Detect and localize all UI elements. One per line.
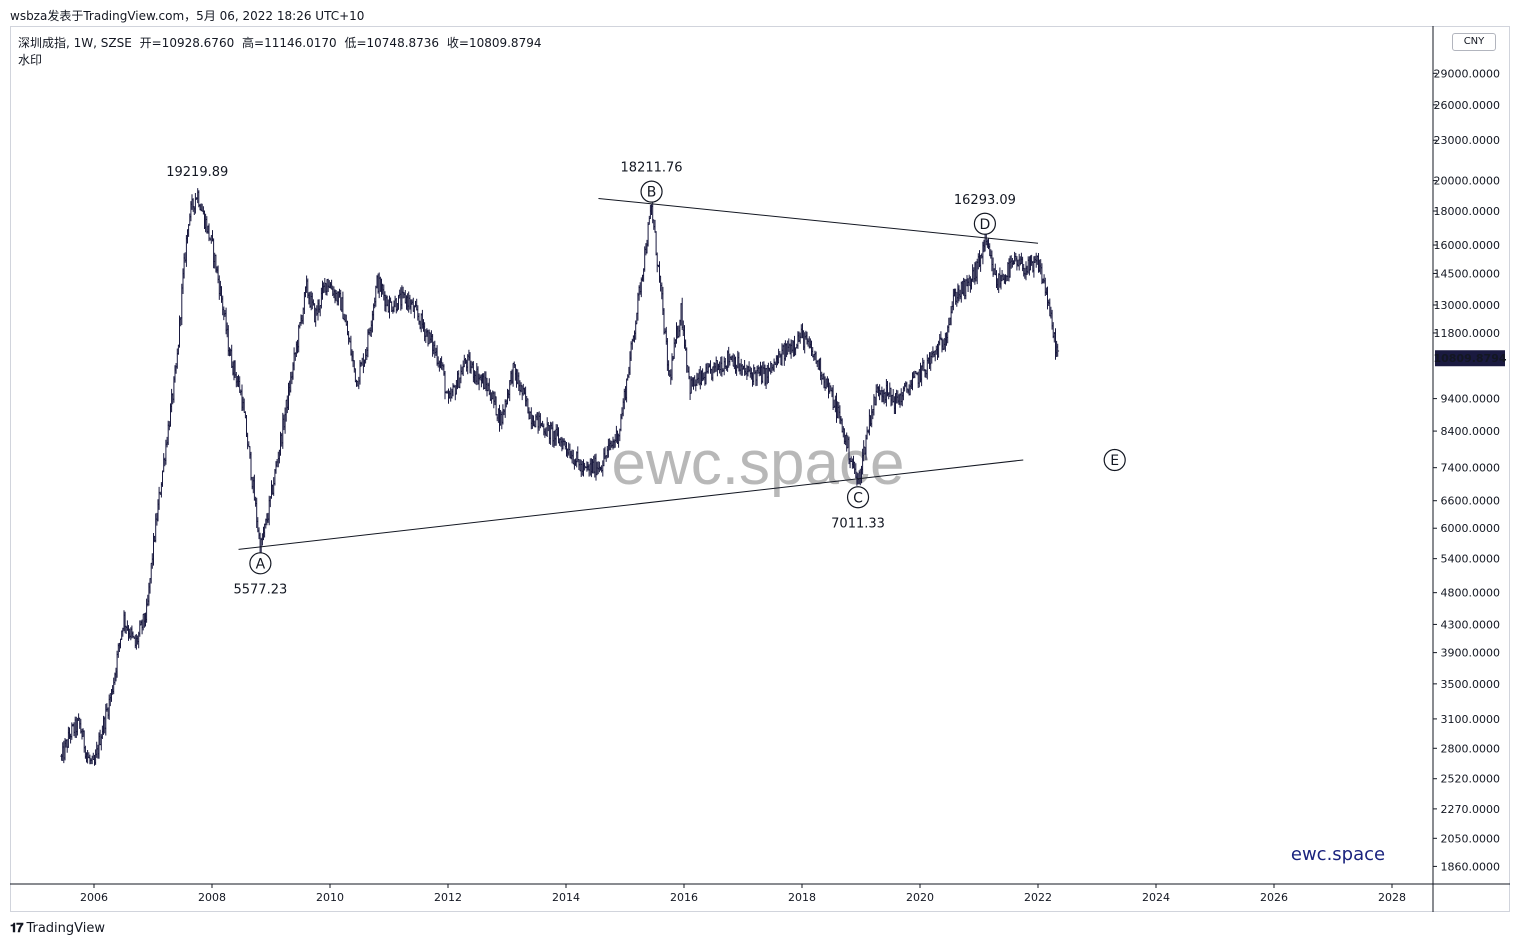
price-tick-label: 26000.0000 xyxy=(1434,99,1500,112)
price-tick-label: 29000.0000 xyxy=(1434,67,1500,80)
price-tick-label: 3900.0000 xyxy=(1441,647,1501,660)
weekly-bar xyxy=(161,470,164,487)
time-tick-label: 2024 xyxy=(1142,891,1170,904)
price-tick-label: 3100.0000 xyxy=(1441,713,1501,726)
chart-frame[interactable] xyxy=(10,26,1510,912)
price-tick-label: 16000.0000 xyxy=(1434,239,1500,252)
time-tick-label: 2008 xyxy=(198,891,226,904)
tradingview-logo-text: TradingView xyxy=(26,921,106,936)
price-annotation: 16293.09 xyxy=(954,193,1016,208)
wave-marker-a[interactable] xyxy=(249,552,272,575)
candle-series xyxy=(60,188,1060,766)
price-tick-label: 9400.0000 xyxy=(1441,393,1501,406)
tradingview-logo[interactable]: 𝟏𝟕 TradingView xyxy=(10,921,105,936)
watermark-indicator-label[interactable]: 水印 xyxy=(18,53,43,67)
trendline[interactable] xyxy=(598,197,1039,244)
high-value: 高=11146.0170 xyxy=(242,36,337,50)
time-tick-label: 2006 xyxy=(80,891,108,904)
price-tick-label: 11800.0000 xyxy=(1434,327,1500,340)
last-price-badge xyxy=(1435,350,1505,367)
tradingview-logo-icon: 𝟏𝟕 xyxy=(10,921,24,936)
close-value: 收=10809.8794 xyxy=(446,36,542,50)
wave-label-b: B xyxy=(647,185,657,201)
price-annotation: 5577.23 xyxy=(233,582,287,597)
price-annotation: 19219.89 xyxy=(166,165,228,180)
price-tick-label: 13000.0000 xyxy=(1434,299,1500,312)
wave-marker-e[interactable] xyxy=(1103,448,1126,472)
wave-label-d: D xyxy=(980,217,991,233)
price-tick-label: 1860.0000 xyxy=(1441,860,1501,873)
wave-label-a: A xyxy=(256,556,266,572)
weekly-bar xyxy=(654,231,658,256)
price-tick-label: 6000.0000 xyxy=(1441,522,1501,535)
open-value: 开=10928.6760 xyxy=(139,36,235,50)
wave-label-e: E xyxy=(1110,453,1119,469)
price-annotation: 7011.33 xyxy=(831,516,885,531)
price-tick-label: 5400.0000 xyxy=(1441,553,1501,566)
wave-label-c: C xyxy=(853,490,863,506)
price-tick-label: 4800.0000 xyxy=(1441,587,1501,600)
symbol-label[interactable]: 深圳成指, 1W, SZSE xyxy=(18,36,132,50)
time-tick-label: 2018 xyxy=(788,891,816,904)
last-price-label: 10809.8794 xyxy=(1433,352,1506,365)
price-tick-label: 2520.0000 xyxy=(1441,773,1501,786)
wave-marker-c[interactable] xyxy=(846,486,870,509)
price-tick-label: 2050.0000 xyxy=(1441,832,1501,845)
time-tick-label: 2014 xyxy=(552,891,580,904)
currency-button[interactable]: CNY xyxy=(1452,33,1496,51)
wave-marker-b[interactable] xyxy=(640,180,663,203)
price-tick-label: 3500.0000 xyxy=(1441,678,1501,691)
time-tick-label: 2012 xyxy=(434,891,462,904)
weekly-bar xyxy=(1056,343,1060,357)
price-tick-label: 2800.0000 xyxy=(1441,742,1501,755)
brand-link[interactable]: ewc.space xyxy=(1291,844,1385,865)
price-tick-label: 7400.0000 xyxy=(1441,462,1501,475)
price-tick-label: 14500.0000 xyxy=(1434,267,1500,280)
trendline[interactable] xyxy=(238,459,1024,550)
time-tick-label: 2016 xyxy=(670,891,698,904)
time-tick-label: 2020 xyxy=(906,891,934,904)
price-tick-label: 18000.0000 xyxy=(1434,205,1500,218)
price-tick-label: 2270.0000 xyxy=(1441,803,1501,816)
price-tick-label: 23000.0000 xyxy=(1434,134,1500,147)
published-line: wsbza发表于TradingView.com，5月 06, 2022 18:2… xyxy=(10,9,365,23)
weekly-bar xyxy=(655,252,659,273)
price-annotation: 18211.76 xyxy=(621,161,683,176)
price-tick-label: 8400.0000 xyxy=(1441,425,1501,438)
price-tick-label: 20000.0000 xyxy=(1434,175,1500,188)
price-tick-label: 4300.0000 xyxy=(1441,618,1501,631)
low-value: 低=10748.8736 xyxy=(344,36,440,50)
ohlc-legend: 深圳成指, 1W, SZSE 开=10928.6760 高=11146.0170… xyxy=(18,35,545,51)
time-tick-label: 2028 xyxy=(1378,891,1406,904)
wave-marker-d[interactable] xyxy=(973,212,997,235)
time-tick-label: 2022 xyxy=(1024,891,1052,904)
time-tick-label: 2010 xyxy=(316,891,344,904)
time-tick-label: 2026 xyxy=(1260,891,1288,904)
price-tick-label: 6600.0000 xyxy=(1441,495,1501,508)
